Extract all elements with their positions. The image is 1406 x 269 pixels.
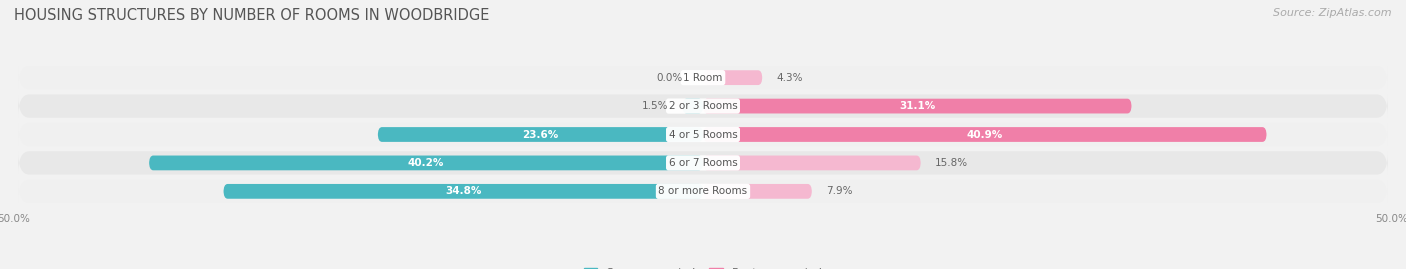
FancyBboxPatch shape (18, 180, 1388, 203)
Text: 8 or more Rooms: 8 or more Rooms (658, 186, 748, 196)
Text: Source: ZipAtlas.com: Source: ZipAtlas.com (1274, 8, 1392, 18)
Text: 0.0%: 0.0% (657, 73, 682, 83)
Text: 23.6%: 23.6% (522, 129, 558, 140)
FancyBboxPatch shape (18, 66, 1388, 89)
FancyBboxPatch shape (703, 70, 762, 85)
FancyBboxPatch shape (703, 155, 921, 170)
Text: 4.3%: 4.3% (776, 73, 803, 83)
Text: 31.1%: 31.1% (898, 101, 935, 111)
FancyBboxPatch shape (149, 155, 703, 170)
FancyBboxPatch shape (703, 99, 1132, 114)
Text: 40.2%: 40.2% (408, 158, 444, 168)
Text: 6 or 7 Rooms: 6 or 7 Rooms (669, 158, 737, 168)
Text: 1 Room: 1 Room (683, 73, 723, 83)
FancyBboxPatch shape (378, 127, 703, 142)
Text: 2 or 3 Rooms: 2 or 3 Rooms (669, 101, 737, 111)
Text: 7.9%: 7.9% (825, 186, 852, 196)
FancyBboxPatch shape (18, 123, 1388, 146)
Legend: Owner-occupied, Renter-occupied: Owner-occupied, Renter-occupied (579, 263, 827, 269)
Text: 40.9%: 40.9% (967, 129, 1002, 140)
Text: 4 or 5 Rooms: 4 or 5 Rooms (669, 129, 737, 140)
Text: 15.8%: 15.8% (935, 158, 967, 168)
FancyBboxPatch shape (224, 184, 703, 199)
Text: HOUSING STRUCTURES BY NUMBER OF ROOMS IN WOODBRIDGE: HOUSING STRUCTURES BY NUMBER OF ROOMS IN… (14, 8, 489, 23)
FancyBboxPatch shape (703, 127, 1267, 142)
Text: 1.5%: 1.5% (643, 101, 669, 111)
FancyBboxPatch shape (703, 184, 811, 199)
FancyBboxPatch shape (18, 151, 1388, 175)
FancyBboxPatch shape (682, 99, 703, 114)
FancyBboxPatch shape (18, 94, 1388, 118)
Text: 34.8%: 34.8% (446, 186, 481, 196)
